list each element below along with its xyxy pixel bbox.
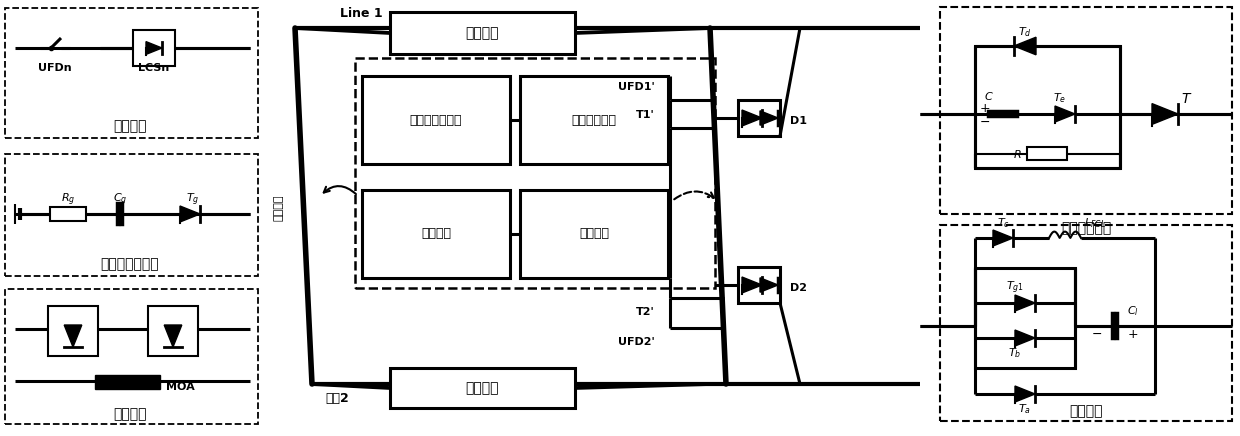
Text: $L_{FCL}$: $L_{FCL}$ bbox=[1084, 216, 1106, 230]
Text: 通流支路: 通流支路 bbox=[465, 381, 498, 395]
Text: Line 1: Line 1 bbox=[340, 7, 383, 20]
Text: $T_e$: $T_e$ bbox=[1054, 91, 1066, 105]
Bar bbox=[133, 30, 175, 66]
Text: $T_a$: $T_a$ bbox=[1018, 402, 1032, 416]
Bar bbox=[355, 58, 715, 288]
Bar bbox=[148, 306, 198, 356]
Polygon shape bbox=[1014, 37, 1035, 55]
Bar bbox=[362, 76, 510, 164]
Polygon shape bbox=[760, 278, 777, 292]
Text: $T_g$: $T_g$ bbox=[186, 192, 200, 208]
Text: 电容预充电支路: 电容预充电支路 bbox=[100, 257, 159, 271]
Text: 限流支路: 限流支路 bbox=[1069, 404, 1102, 418]
Text: 能量转移支路: 能量转移支路 bbox=[572, 113, 616, 126]
Bar bbox=[940, 225, 1233, 421]
Polygon shape bbox=[1016, 295, 1035, 311]
Text: $T_{g1}$: $T_{g1}$ bbox=[1006, 280, 1024, 296]
Bar bbox=[975, 268, 1075, 368]
Bar bbox=[5, 8, 258, 138]
Text: 通流支路: 通流支路 bbox=[113, 119, 146, 133]
Text: D1: D1 bbox=[790, 116, 807, 126]
Bar bbox=[391, 368, 575, 408]
Text: 线路2: 线路2 bbox=[325, 392, 348, 405]
Bar bbox=[50, 207, 86, 221]
Text: $R_g$: $R_g$ bbox=[61, 192, 76, 208]
Bar bbox=[5, 289, 258, 424]
Text: $C_l$: $C_l$ bbox=[1127, 304, 1138, 318]
Polygon shape bbox=[64, 325, 82, 347]
Text: MOA: MOA bbox=[166, 382, 195, 392]
Text: $T_d$: $T_d$ bbox=[1018, 25, 1032, 39]
Bar bbox=[975, 46, 1120, 168]
Text: LCSn: LCSn bbox=[139, 63, 170, 73]
Text: 能量转移支路: 能量转移支路 bbox=[1061, 221, 1111, 235]
Polygon shape bbox=[146, 41, 162, 54]
Bar bbox=[5, 154, 258, 276]
Text: 主断路器: 主断路器 bbox=[422, 228, 451, 241]
Bar bbox=[520, 190, 668, 278]
Text: D2: D2 bbox=[790, 283, 807, 293]
Text: +: + bbox=[1127, 327, 1138, 341]
Bar bbox=[95, 375, 160, 389]
Text: T1': T1' bbox=[636, 110, 655, 120]
Text: $R$: $R$ bbox=[1013, 148, 1022, 160]
Text: 通流支路: 通流支路 bbox=[465, 26, 498, 40]
Text: −: − bbox=[980, 116, 991, 129]
Text: −: − bbox=[1091, 327, 1102, 341]
Polygon shape bbox=[993, 230, 1013, 246]
Text: 主断路器: 主断路器 bbox=[113, 407, 146, 421]
Text: UFDn: UFDn bbox=[38, 63, 72, 73]
Polygon shape bbox=[1152, 104, 1178, 124]
Text: UFD2': UFD2' bbox=[619, 337, 655, 347]
Bar bbox=[391, 12, 575, 54]
Bar bbox=[1027, 147, 1066, 160]
Text: $C$: $C$ bbox=[985, 90, 994, 102]
Polygon shape bbox=[1016, 330, 1035, 346]
Polygon shape bbox=[760, 111, 777, 125]
Text: 限流支路: 限流支路 bbox=[579, 228, 609, 241]
Bar bbox=[48, 306, 98, 356]
Polygon shape bbox=[742, 110, 763, 126]
Bar bbox=[520, 76, 668, 164]
Text: $T_b$: $T_b$ bbox=[1008, 346, 1022, 360]
Text: 直流母线: 直流母线 bbox=[274, 195, 284, 221]
Bar bbox=[738, 100, 780, 136]
Polygon shape bbox=[180, 206, 200, 222]
Polygon shape bbox=[164, 325, 182, 347]
Text: T2': T2' bbox=[636, 307, 655, 317]
Polygon shape bbox=[1016, 386, 1035, 402]
Text: $T$: $T$ bbox=[1182, 92, 1193, 106]
Text: UFD1': UFD1' bbox=[619, 82, 655, 92]
Text: +: + bbox=[980, 102, 991, 116]
Polygon shape bbox=[742, 277, 763, 293]
Text: $T_c$: $T_c$ bbox=[997, 216, 1009, 230]
Polygon shape bbox=[1055, 106, 1075, 122]
Bar bbox=[362, 190, 510, 278]
Text: $C_g$: $C_g$ bbox=[113, 192, 128, 208]
Bar bbox=[940, 7, 1233, 214]
Bar bbox=[738, 267, 780, 303]
Text: 电容预充电支路: 电容预充电支路 bbox=[409, 113, 463, 126]
